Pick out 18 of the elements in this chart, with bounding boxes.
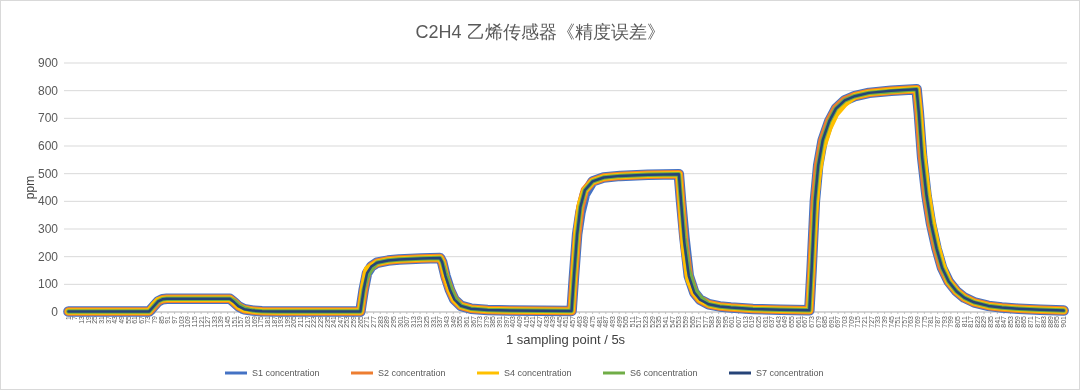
- y-tick-label: 400: [37, 194, 59, 209]
- y-tick-label: 300: [37, 222, 59, 236]
- chart-title: C2H4 乙烯传感器《精度误差》: [415, 22, 665, 42]
- y-tick-label: 600: [37, 139, 59, 153]
- legend-label: S1 concentration: [252, 368, 320, 378]
- legend-label: S2 concentration: [378, 368, 446, 378]
- y-tick-label: 200: [37, 249, 59, 264]
- y-tick-label: 100: [37, 277, 59, 292]
- y-tick-label: 800: [37, 83, 59, 98]
- y-tick-label: 500: [37, 166, 59, 181]
- y-axis-title: ppm: [23, 175, 37, 200]
- y-tick-label: 0: [51, 305, 59, 319]
- legend-label: S7 concentration: [756, 368, 824, 378]
- x-axis-title: 1 sampling point / 5s: [505, 332, 626, 347]
- legend-label: S6 concentration: [630, 368, 698, 378]
- y-tick-label: 900: [37, 56, 59, 70]
- legend-label: S4 concentration: [504, 368, 572, 378]
- y-tick-label: 700: [37, 111, 59, 126]
